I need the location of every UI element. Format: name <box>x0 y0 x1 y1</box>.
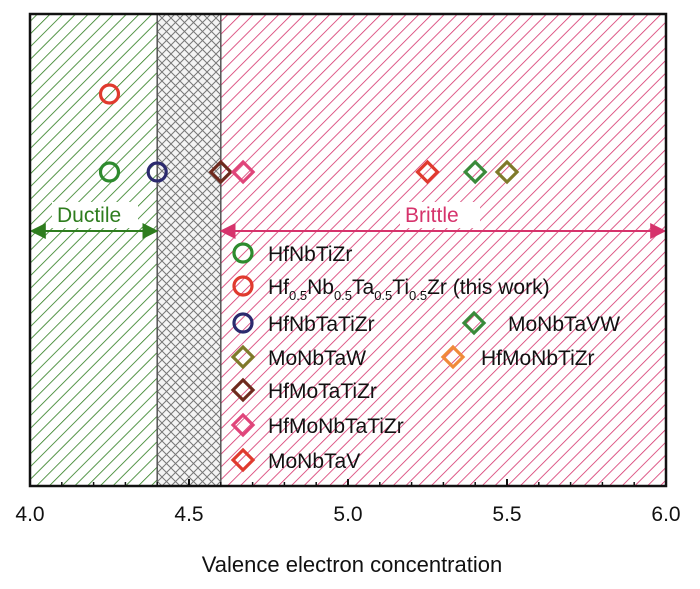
legend-item: MoNbTaVW <box>461 310 620 336</box>
brittle-label-bg <box>400 202 480 228</box>
data-point <box>230 159 256 185</box>
region-transition <box>157 14 221 486</box>
region-labels: Ductile Brittle <box>52 202 480 228</box>
legend-marker <box>232 242 254 264</box>
legend-label: MoNbTaVW <box>508 313 620 336</box>
legend-item: MoNbTaV <box>230 447 360 473</box>
x-tick-label: 5.0 <box>333 503 362 526</box>
legend-item: MoNbTaW <box>230 344 366 370</box>
x-axis-ticks: 4.0 4.5 5.0 5.5 6.0 <box>15 479 681 526</box>
legend-marker <box>230 447 256 473</box>
data-point <box>98 83 121 105</box>
legend-label: HfMoTaTiZr <box>268 380 377 403</box>
legend-label: MoNbTaW <box>268 347 366 370</box>
data-point <box>146 161 168 183</box>
legend-marker <box>230 377 256 403</box>
data-point <box>415 159 440 185</box>
data-markers <box>98 83 520 185</box>
legend-marker <box>232 275 254 297</box>
legend-label: HfMoNbTiZr <box>481 347 595 370</box>
legend-marker <box>440 344 466 370</box>
region-brittle <box>220 14 667 486</box>
legend-item: HfMoTaTiZr <box>230 377 377 403</box>
legend-item: HfMoNbTaTiZr <box>230 412 404 438</box>
legend-item: HfNbTaTiZr <box>232 312 375 336</box>
legend-label: HfNbTiZr <box>268 243 352 266</box>
legend-label: Hf0.5Nb0.5Ta0.5Ti0.5Zr (this work) <box>268 276 550 303</box>
legend-item: HfNbTiZr <box>232 242 352 266</box>
legend-item: Hf0.5Nb0.5Ta0.5Ti0.5Zr (this work) <box>232 275 550 303</box>
ductile-label: Ductile <box>57 204 121 227</box>
legend-label: HfMoNbTaTiZr <box>268 415 404 438</box>
x-tick-label: 4.0 <box>15 503 44 526</box>
brittle-label: Brittle <box>405 204 459 227</box>
legend-marker <box>230 344 256 370</box>
legend-marker <box>461 310 487 336</box>
legend: HfNbTiZr Hf0.5Nb0.5Ta0.5Ti0.5Zr (this wor… <box>230 242 620 473</box>
data-point <box>98 161 121 183</box>
region-layer <box>30 14 667 486</box>
x-tick-label: 6.0 <box>651 503 680 526</box>
data-point <box>494 159 520 185</box>
legend-label: HfNbTaTiZr <box>268 313 375 336</box>
legend-marker <box>232 312 254 334</box>
x-tick-label: 4.5 <box>174 503 203 526</box>
x-axis-title: Valence electron concentration <box>202 552 502 577</box>
ductile-label-bg <box>52 202 138 228</box>
legend-label: MoNbTaV <box>268 450 360 473</box>
data-point <box>208 159 234 185</box>
x-tick-label: 5.5 <box>492 503 521 526</box>
legend-item: HfMoNbTiZr <box>440 344 595 370</box>
data-point <box>462 159 488 185</box>
region-ductile <box>30 14 158 486</box>
legend-marker <box>230 412 256 438</box>
